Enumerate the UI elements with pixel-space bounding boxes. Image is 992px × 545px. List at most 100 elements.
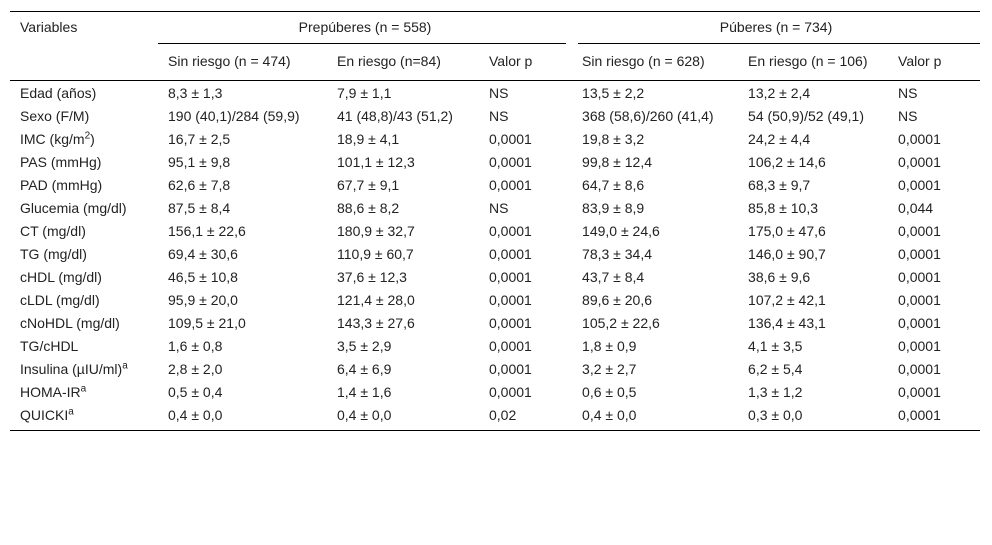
variable-text: TG (mg/dl): [20, 246, 87, 262]
variable-cell: cHDL (mg/dl): [10, 266, 158, 289]
superscript: a: [80, 383, 87, 395]
value-cell: 0,0001: [898, 338, 941, 354]
variable-text: Insulina (µIU/ml): [20, 361, 123, 377]
value-cell: 54 (50,9)/52 (49,1): [748, 108, 864, 124]
data-table: Variables Prepúberes (n = 558) Púberes (…: [10, 11, 981, 431]
value-cell: 78,3 ± 34,4: [582, 246, 652, 262]
value-cell: 16,7 ± 2,5: [168, 131, 231, 147]
value-cell: 0,0001: [898, 315, 941, 331]
value-cell: 87,5 ± 8,4: [168, 200, 231, 216]
table-row: PAD (mmHg) 62,6 ± 7,8 67,7 ± 9,1 0,0001 64,7…: [10, 174, 980, 197]
table-row: Glucemia (mg/dl) 87,5 ± 8,4 88,6 ± 8,2 NS 83…: [10, 197, 980, 220]
value-cell: 88,6 ± 8,2: [337, 200, 400, 216]
value-cell: 6,4 ± 6,9: [337, 361, 392, 377]
group-header: Púberes (n = 734): [572, 12, 981, 44]
value-cell: 7,9 ± 1,1: [337, 85, 392, 101]
variable-cell: PAS (mmHg): [10, 151, 158, 174]
variable-cell: TG/cHDL: [10, 335, 158, 358]
superscript: 2: [84, 130, 91, 142]
value-cell: 143,3 ± 27,6: [337, 315, 415, 331]
value-cell: 0,0001: [489, 223, 532, 239]
value-cell: 0,0001: [898, 177, 941, 193]
value-cell: 19,8 ± 3,2: [582, 131, 645, 147]
value-cell: 95,9 ± 20,0: [168, 292, 238, 308]
variable-cell: Glucemia (mg/dl): [10, 197, 158, 220]
value-cell: 121,4 ± 28,0: [337, 292, 415, 308]
value-cell: 85,8 ± 10,3: [748, 200, 818, 216]
value-cell: 69,4 ± 30,6: [168, 246, 238, 262]
subheader-row: Sin riesgo (n = 474) En riesgo (n=84) Valo…: [10, 44, 981, 81]
value-cell: NS: [489, 85, 509, 101]
table-row: TG (mg/dl) 69,4 ± 30,6 110,9 ± 60,7 0,0001 7…: [10, 243, 980, 266]
value-cell: 0,0001: [898, 246, 941, 262]
variable-cell: Sexo (F/M): [10, 105, 158, 128]
header-cell: Variables: [10, 12, 158, 81]
value-cell: 110,9 ± 60,7: [337, 246, 414, 262]
value-cell: 89,6 ± 20,6: [582, 292, 652, 308]
value-cell: NS: [898, 85, 918, 101]
value-cell: 0,4 ± 0,0: [337, 407, 392, 423]
value-cell: 0,0001: [898, 292, 941, 308]
table-row: IMC (kg/m2) 16,7 ± 2,5 18,9 ± 4,1 0,0001 19,…: [10, 128, 980, 151]
table-row: Edad (años) 8,3 ± 1,3 7,9 ± 1,1 NS 13,5 ± 2,…: [10, 81, 980, 105]
column-header: Valor p: [888, 44, 981, 81]
variable-text: cNoHDL (mg/dl): [20, 315, 120, 331]
value-cell: 0,0001: [898, 223, 941, 239]
variable-cell: Edad (años): [10, 81, 158, 105]
value-cell: 136,4 ± 43,1: [748, 315, 826, 331]
value-cell: 0,0001: [489, 177, 532, 193]
column-header: En riesgo (n = 106): [738, 44, 889, 81]
table-body: Edad (años) 8,3 ± 1,3 7,9 ± 1,1 NS 13,5 ± 2,…: [10, 81, 980, 430]
value-cell: 67,7 ± 9,1: [337, 177, 400, 193]
value-cell: 0,0001: [898, 269, 941, 285]
variable-cell: CT (mg/dl): [10, 220, 158, 243]
table-row: cHDL (mg/dl) 46,5 ± 10,8 37,6 ± 12,3 0,0001…: [10, 266, 980, 289]
value-cell: 0,0001: [898, 384, 941, 400]
variable-text: CT (mg/dl): [20, 223, 86, 239]
value-cell: 0,0001: [489, 292, 532, 308]
value-cell: 107,2 ± 42,1: [748, 292, 826, 308]
value-cell: 13,2 ± 2,4: [748, 85, 811, 101]
column-header: En riesgo (n=84): [327, 44, 479, 81]
value-cell: NS: [898, 108, 918, 124]
column-header: Sin riesgo (n = 628): [572, 44, 739, 81]
variable-cell: IMC (kg/m2): [10, 128, 158, 151]
variable-text: IMC (kg/m: [20, 131, 85, 147]
value-cell: 37,6 ± 12,3: [337, 269, 407, 285]
value-cell: 0,0001: [898, 131, 941, 147]
value-cell: 83,9 ± 8,9: [582, 200, 645, 216]
variable-cell: TG (mg/dl): [10, 243, 158, 266]
variable-cell: HOMA-IRa: [10, 381, 158, 404]
column-header: Sin riesgo (n = 474): [158, 44, 327, 81]
value-cell: 146,0 ± 90,7: [748, 246, 826, 262]
value-cell: 38,6 ± 9,6: [748, 269, 811, 285]
value-cell: 105,2 ± 22,6: [582, 315, 660, 331]
group-header-row: Variables Prepúberes (n = 558) Púberes (…: [10, 12, 981, 81]
table-row: CT (mg/dl) 156,1 ± 22,6 180,9 ± 32,7 0,0001…: [10, 220, 980, 243]
value-cell: 0,0001: [489, 154, 532, 170]
table-row: Insulina (µIU/ml)a 2,8 ± 2,0 6,4 ± 6,9 0,00…: [10, 358, 980, 381]
value-cell: 180,9 ± 32,7: [337, 223, 415, 239]
variable-text: PAS (mmHg): [20, 154, 102, 170]
variable-text: TG/cHDL: [20, 338, 79, 354]
value-cell: 46,5 ± 10,8: [168, 269, 238, 285]
table-header: Variables Prepúberes (n = 558) Púberes (…: [10, 12, 981, 81]
value-cell: 18,9 ± 4,1: [337, 131, 400, 147]
variable-cell: QUICKIa: [10, 404, 158, 430]
value-cell: 101,1 ± 12,3: [337, 154, 415, 170]
value-cell: 6,2 ± 5,4: [748, 361, 803, 377]
value-cell: NS: [489, 108, 509, 124]
value-cell: 1,4 ± 1,6: [337, 384, 392, 400]
superscript: a: [122, 360, 128, 372]
value-cell: 24,2 ± 4,4: [748, 131, 811, 147]
value-cell: 2,8 ± 2,0: [168, 361, 223, 377]
table-row: cNoHDL (mg/dl) 109,5 ± 21,0 143,3 ± 27,6 0,…: [10, 312, 980, 335]
superscript: a: [68, 406, 74, 418]
variable-text: Edad (años): [20, 85, 97, 101]
value-cell: 0,0001: [489, 269, 532, 285]
value-cell: 0,0001: [489, 384, 532, 400]
variable-text: Sexo (F/M): [20, 108, 90, 124]
value-cell: 0,02: [489, 407, 517, 423]
value-cell: 190 (40,1)/284 (59,9): [168, 108, 300, 124]
